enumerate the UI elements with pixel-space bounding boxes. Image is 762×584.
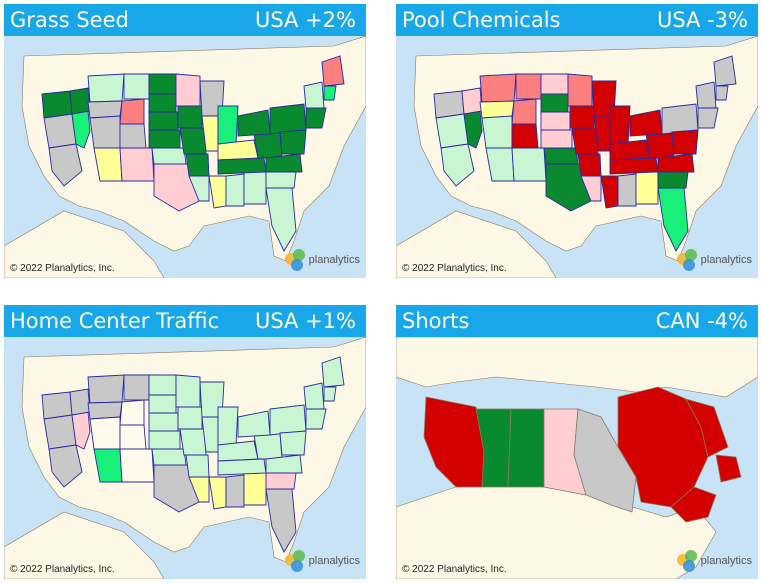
panel-title-bar: Home Center Traffic USA +1% xyxy=(4,305,366,337)
panel-title: Home Center Traffic xyxy=(10,309,220,333)
logo-word: planalytics xyxy=(700,254,752,266)
panel-title-bar: Shorts CAN -4% xyxy=(396,305,758,337)
panel-title-bar: Grass Seed USA +2% xyxy=(4,4,366,36)
usa-map xyxy=(4,36,366,278)
copyright-text: © 2022 Planalytics, Inc. xyxy=(10,263,115,274)
planalytics-logo: planalytics xyxy=(676,248,752,272)
planalytics-logo: planalytics xyxy=(284,549,360,573)
logo-word: planalytics xyxy=(700,555,752,567)
logo-word: planalytics xyxy=(308,254,360,266)
panel-title-bar: Pool Chemicals USA -3% xyxy=(396,4,758,36)
panel-title: Shorts xyxy=(402,309,470,333)
map-panel-pool-chemicals: Pool Chemicals USA -3% xyxy=(396,4,758,278)
planalytics-logo: planalytics xyxy=(284,248,360,272)
planalytics-logo-icon xyxy=(676,550,699,572)
copyright-text: © 2022 Planalytics, Inc. xyxy=(402,564,507,575)
panel-change: USA +2% xyxy=(254,8,356,32)
planalytics-logo-icon xyxy=(676,249,699,271)
logo-word: planalytics xyxy=(308,555,360,567)
usa-map xyxy=(4,337,366,579)
map-panel-grass-seed: Grass Seed USA +2% xyxy=(4,4,366,278)
usa-map xyxy=(396,36,758,278)
canada-map xyxy=(396,337,758,579)
panel-change: USA +1% xyxy=(254,309,356,333)
map-panel-home-center-traffic: Home Center Traffic USA +1% xyxy=(4,305,366,579)
planalytics-logo-icon xyxy=(284,249,307,271)
planalytics-logo-icon xyxy=(284,550,307,572)
copyright-text: © 2022 Planalytics, Inc. xyxy=(10,564,115,575)
panel-change: USA -3% xyxy=(656,8,748,32)
panel-title: Grass Seed xyxy=(10,8,129,32)
panel-title: Pool Chemicals xyxy=(402,8,561,32)
panel-change: CAN -4% xyxy=(655,309,748,333)
copyright-text: © 2022 Planalytics, Inc. xyxy=(402,263,507,274)
planalytics-logo: planalytics xyxy=(676,549,752,573)
map-panel-shorts: Shorts CAN -4% © 2022 Planalyti xyxy=(396,305,758,579)
